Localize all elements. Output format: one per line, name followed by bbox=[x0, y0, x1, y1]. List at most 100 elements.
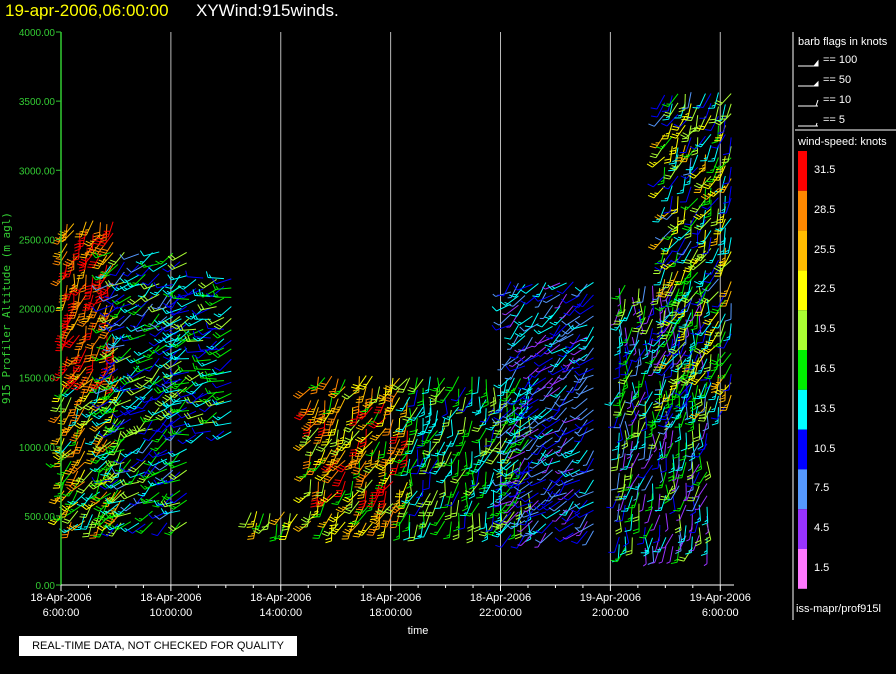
wind-barb bbox=[136, 448, 153, 462]
barb-feather bbox=[321, 434, 329, 437]
barb-feather bbox=[178, 388, 185, 393]
barb-feather bbox=[161, 422, 168, 428]
barb-shaft bbox=[383, 441, 387, 458]
barb-feather bbox=[80, 379, 88, 382]
barb-feather bbox=[105, 497, 110, 504]
barb-feather bbox=[128, 406, 135, 410]
wind-barb bbox=[574, 509, 594, 518]
barb-feather bbox=[99, 374, 106, 379]
barb-feather bbox=[328, 390, 336, 393]
barb-feather bbox=[207, 318, 213, 324]
barb-feather bbox=[434, 466, 442, 468]
barb-shaft bbox=[115, 261, 125, 276]
barb-feather bbox=[208, 274, 212, 278]
barb-shaft bbox=[510, 490, 526, 498]
barb-feather bbox=[506, 391, 514, 394]
barb-feather bbox=[371, 462, 378, 465]
barb-shaft bbox=[157, 295, 168, 310]
wind-barb bbox=[307, 407, 319, 424]
barb-feather bbox=[67, 469, 74, 474]
barb-feather bbox=[63, 345, 70, 349]
barb-feather bbox=[122, 478, 127, 485]
barb-feather bbox=[170, 263, 176, 269]
barb-feather bbox=[389, 526, 397, 529]
barb-feather bbox=[473, 463, 480, 466]
barb-feather bbox=[542, 286, 546, 290]
barb-feather bbox=[116, 300, 120, 304]
barb-feather bbox=[415, 505, 423, 508]
wind-barb bbox=[133, 357, 153, 364]
barb-feather bbox=[496, 526, 503, 530]
barb-feather bbox=[126, 358, 132, 364]
barb-feather bbox=[429, 471, 436, 475]
wind-barb bbox=[135, 295, 153, 308]
barb-feather bbox=[95, 329, 100, 333]
barb-shaft bbox=[515, 510, 526, 525]
wind-barb bbox=[503, 428, 519, 444]
wind-barb bbox=[133, 325, 153, 332]
barb-feather bbox=[308, 468, 315, 472]
wind-barb bbox=[66, 502, 85, 513]
barb-feather bbox=[98, 259, 105, 263]
barb-shaft bbox=[181, 299, 197, 308]
barb-feather bbox=[200, 303, 205, 310]
barb-feather bbox=[74, 367, 81, 370]
barb-feather bbox=[357, 494, 365, 497]
wind-barb bbox=[491, 303, 512, 312]
wind-barb bbox=[471, 428, 487, 444]
wind-barb bbox=[442, 406, 460, 421]
barb-shaft bbox=[347, 490, 360, 503]
barb-feather bbox=[187, 423, 191, 427]
wind-barb bbox=[204, 399, 225, 407]
wind-barb bbox=[445, 376, 460, 392]
barb-feather bbox=[77, 318, 84, 321]
barb-feather bbox=[304, 454, 312, 457]
barb-feather bbox=[561, 420, 566, 424]
barb-feather bbox=[422, 487, 430, 491]
wind-barb bbox=[198, 391, 217, 403]
barb-shaft bbox=[503, 448, 519, 456]
barb-feather bbox=[554, 537, 561, 543]
barb-feather bbox=[574, 503, 580, 509]
barb-shaft bbox=[69, 334, 80, 349]
barb-feather bbox=[169, 379, 174, 386]
wind-barb bbox=[106, 491, 125, 503]
barb-feather bbox=[380, 461, 387, 464]
barb-feather bbox=[503, 472, 508, 476]
barb-feather bbox=[514, 479, 521, 483]
wind-barb bbox=[438, 451, 452, 467]
barb-feather bbox=[62, 363, 69, 367]
barb-feather bbox=[99, 241, 106, 245]
barb-feather bbox=[84, 252, 91, 256]
barb-feather bbox=[302, 473, 307, 476]
barb-feather bbox=[515, 496, 519, 500]
barb-feather bbox=[133, 350, 140, 356]
barb-feather bbox=[84, 291, 92, 294]
barb-feather bbox=[191, 309, 197, 316]
barb-feather bbox=[141, 498, 147, 503]
barb-feather bbox=[611, 297, 618, 300]
wind-barb bbox=[550, 385, 568, 398]
barb-feather bbox=[143, 328, 148, 331]
wind-barb bbox=[177, 279, 197, 290]
barb-feather bbox=[118, 356, 122, 359]
barb-feather bbox=[345, 427, 352, 431]
barb-feather bbox=[247, 523, 254, 525]
wind-barb bbox=[555, 437, 568, 454]
barb-feather bbox=[153, 350, 160, 356]
barb-shaft bbox=[524, 510, 533, 526]
barb-feather bbox=[66, 526, 73, 531]
barb-feather bbox=[454, 472, 459, 476]
wind-barb bbox=[76, 253, 94, 267]
barb-feather bbox=[547, 370, 553, 376]
barb-feather bbox=[187, 335, 191, 342]
barb-feather bbox=[497, 516, 501, 520]
barb-feather bbox=[402, 470, 410, 473]
barb-feather bbox=[471, 392, 478, 395]
barb-shaft bbox=[111, 346, 114, 363]
barb-feather bbox=[139, 416, 145, 423]
barb-feather bbox=[344, 493, 351, 496]
wind-barb bbox=[342, 522, 360, 535]
barb-feather bbox=[481, 400, 489, 405]
wind-barb bbox=[541, 500, 561, 511]
